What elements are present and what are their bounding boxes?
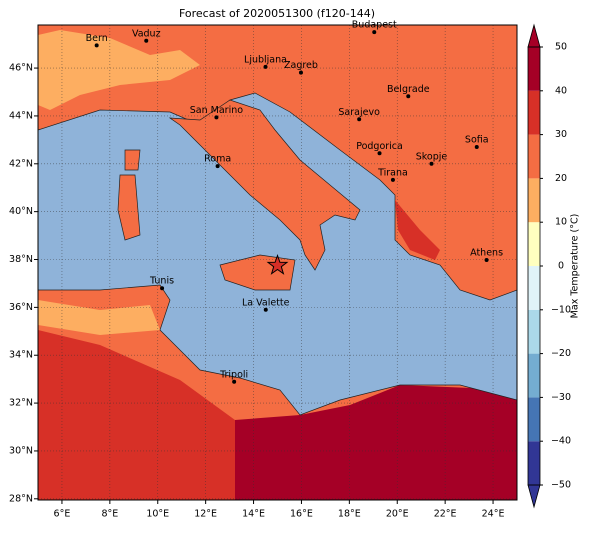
y-tick-label: 46°N (9, 63, 33, 74)
city-label: Vaduz (132, 28, 161, 39)
city-label: Tripoli (219, 369, 248, 380)
city-dot (263, 307, 268, 312)
colorbar-extend-top (527, 23, 541, 48)
colorbar-tick-label: −10 (551, 304, 571, 315)
colorbar-bin (528, 397, 540, 442)
sardinia (117, 174, 141, 241)
x-tick-label: 24°E (482, 509, 505, 520)
city-dot (474, 145, 479, 150)
city-dot (377, 151, 382, 156)
colorbar-bin (528, 353, 540, 398)
city-dot (298, 70, 303, 75)
greece-hot (395, 200, 440, 260)
colorbar-bin (528, 134, 540, 179)
city-dot (406, 94, 411, 99)
city-label: Athens (470, 247, 503, 258)
city-label: Tunis (149, 276, 174, 287)
y-tick-label: 30°N (9, 445, 33, 456)
city-label: Sofia (465, 135, 489, 146)
x-tick-label: 20°E (386, 509, 409, 520)
city-label: Tirana (377, 167, 408, 178)
y-tick-label: 42°N (9, 158, 33, 169)
city-label: Roma (204, 154, 231, 165)
grid: 6°E 8°E 10°E 12°E 14°E 16°E 18°E 20°E 22°E 24°E 28… (9, 25, 517, 520)
colorbar-bin (528, 309, 540, 354)
city-dot (215, 164, 220, 169)
city-label: Skopje (416, 151, 448, 162)
y-tick-label: 34°N (9, 350, 33, 361)
y-tick-label: 32°N (9, 398, 33, 409)
city-dot (484, 257, 489, 262)
city-dot (232, 379, 237, 384)
city-label: Ljubljana (244, 54, 287, 65)
city-dot (94, 43, 99, 48)
colorbar-tick-label: −30 (551, 392, 571, 403)
corsica (124, 149, 141, 171)
colorbar-bin (528, 266, 540, 310)
city-dot (144, 38, 149, 43)
y-tick-label: 36°N (9, 302, 33, 313)
colorbar-bin (528, 90, 540, 135)
city-label: Podgorica (356, 141, 403, 152)
city-label: Belgrade (387, 84, 430, 95)
city-dot (390, 177, 395, 182)
x-tick-label: 6°E (54, 509, 71, 520)
sahara-hot (235, 385, 517, 500)
colorbar-bin (528, 222, 540, 266)
map-frame (37, 24, 518, 501)
atlas-cool (38, 300, 160, 335)
colorbar-bin (528, 47, 540, 91)
y-tick-label: 44°N (9, 110, 33, 121)
city-dot (357, 117, 362, 122)
colorbar-tick-label: −40 (551, 436, 571, 447)
colorbar-tick-label: 20 (555, 173, 567, 184)
x-tick-label: 10°E (146, 509, 169, 520)
italy (168, 99, 361, 271)
colorbar-tick-label: −20 (551, 348, 571, 359)
africa-hot (38, 330, 235, 500)
colorbar-label: Max Temperature (°C) (570, 214, 581, 319)
x-tick-label: 18°E (338, 509, 361, 520)
city-dot (160, 286, 165, 291)
colorbar-tick-label: 10 (555, 217, 567, 228)
city-label: San Marino (190, 105, 243, 116)
colorbar-tick-label: 40 (555, 85, 567, 96)
colorbar-tick-label: 30 (555, 129, 567, 140)
x-tick-label: 12°E (194, 509, 217, 520)
city-label: Bern (86, 33, 108, 44)
event-star (266, 253, 289, 275)
x-tick-label: 14°E (242, 509, 265, 520)
colorbar-bin (528, 441, 540, 485)
y-tick-label: 40°N (9, 206, 33, 217)
city-label: Zagreb (284, 60, 318, 71)
y-tick-label: 38°N (9, 254, 33, 265)
colorbar-tick-label: −50 (551, 480, 571, 491)
alps-cool (38, 30, 200, 110)
x-tick-label: 8°E (101, 509, 118, 520)
chart-title: Forecast of 2020051300 (f120-144) (179, 7, 375, 20)
city-dot (263, 64, 268, 69)
city-dot (214, 115, 219, 120)
city-label: La Valette (242, 297, 290, 308)
colorbar-tick-label: 50 (555, 42, 567, 53)
colorbar-tick-label: 0 (558, 261, 564, 272)
city-dot (429, 161, 434, 166)
x-tick-label: 22°E (434, 509, 457, 520)
colorbar-extend-bottom (527, 484, 541, 509)
colorbar-bin (528, 178, 540, 223)
y-tick-label: 28°N (9, 493, 33, 504)
city-label: Sarajevo (338, 107, 380, 118)
city-dot (372, 30, 377, 35)
x-tick-label: 16°E (290, 509, 313, 520)
